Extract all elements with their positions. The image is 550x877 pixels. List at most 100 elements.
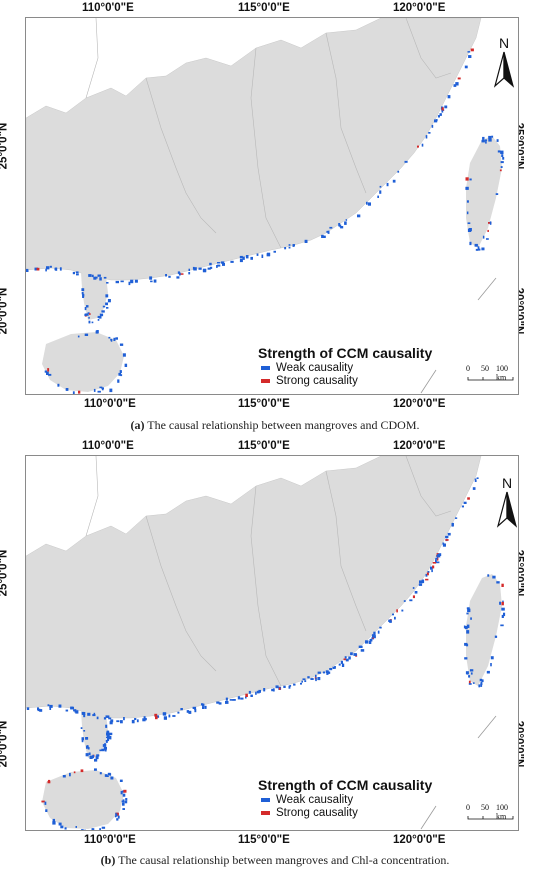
leizhou-peninsula-land xyxy=(81,273,108,320)
map-canvas-a xyxy=(26,18,505,394)
weak-causality-point xyxy=(464,642,468,646)
strong-causality-point xyxy=(245,693,248,697)
caption-text-b: The causal relationship between mangrove… xyxy=(115,853,450,867)
weak-causality-point xyxy=(229,699,234,701)
weak-causality-point xyxy=(172,715,176,717)
weak-causality-point xyxy=(91,321,94,324)
weak-causality-point xyxy=(115,280,119,284)
scale-label-100: 100 km xyxy=(496,364,508,382)
legend-label-strong: Strong causality xyxy=(276,375,358,387)
weak-causality-point xyxy=(176,276,180,279)
weak-causality-point xyxy=(465,644,469,647)
north-label: N xyxy=(501,475,513,491)
sea-guide-line xyxy=(477,277,497,301)
weak-causality-point xyxy=(163,716,167,720)
weak-causality-point xyxy=(109,721,113,725)
weak-causality-point xyxy=(467,228,472,232)
weak-causality-point xyxy=(60,825,64,829)
weak-causality-point xyxy=(75,271,79,273)
scale-label-50: 50 xyxy=(481,364,489,373)
weak-causality-point xyxy=(69,772,71,777)
weak-causality-point xyxy=(118,372,121,376)
legend-item-strong: Strong causality xyxy=(258,807,432,819)
left-latitude-label-20: 20°0'0"N xyxy=(0,720,10,768)
weak-causality-point xyxy=(216,701,220,704)
weak-causality-point xyxy=(81,829,84,830)
weak-causality-point xyxy=(110,338,113,341)
weak-causality-point xyxy=(225,697,228,701)
legend-label-strong: Strong causality xyxy=(276,807,358,819)
legend-item-weak: Weak causality xyxy=(258,794,432,806)
weak-causality-point xyxy=(358,645,362,648)
weak-causality-point xyxy=(83,730,86,732)
bottom-longitude-label-115: 115°0'0"E xyxy=(238,834,290,846)
weak-causality-point xyxy=(93,712,96,715)
weak-causality-point xyxy=(83,714,86,718)
weak-causality-point xyxy=(392,179,396,183)
weak-causality-point xyxy=(239,255,243,259)
weak-causality-point xyxy=(288,246,291,249)
weak-causality-point xyxy=(390,619,392,623)
strong-causality-point xyxy=(154,713,158,717)
weak-causality-point xyxy=(468,675,471,678)
north-arrow: N xyxy=(494,475,518,530)
weak-causality-point xyxy=(120,720,123,724)
taiwan-island-land xyxy=(466,136,502,248)
weak-causality-point xyxy=(44,370,47,373)
weak-causality-point xyxy=(109,773,112,776)
weak-causality-point xyxy=(481,247,485,251)
weak-causality-point xyxy=(472,487,476,490)
strong-causality-point xyxy=(457,77,461,80)
caption-text-a: The causal relationship between mangrove… xyxy=(144,418,420,432)
weak-causality-point xyxy=(447,532,451,536)
weak-causality-point xyxy=(321,234,324,238)
weak-causality-point xyxy=(392,613,394,616)
weak-causality-point xyxy=(45,268,47,272)
weak-causality-point xyxy=(475,248,479,251)
weak-causality-point xyxy=(48,373,52,376)
weak-causality-point xyxy=(466,211,469,215)
weak-causality-point xyxy=(435,559,437,563)
scale-label-0: 0 xyxy=(466,803,470,812)
weak-causality-point xyxy=(481,679,484,683)
weak-causality-point xyxy=(108,336,111,339)
province-borders xyxy=(85,18,452,249)
north-label: N xyxy=(498,35,510,51)
weak-causality-point xyxy=(120,790,123,795)
weak-causality-point xyxy=(275,685,279,689)
weak-causality-point xyxy=(284,247,287,250)
weak-causality-point xyxy=(103,746,106,751)
strong-causality-point xyxy=(36,267,40,271)
sea-guide-line xyxy=(420,805,437,830)
weak-causality-point xyxy=(46,266,50,270)
legend-label-weak: Weak causality xyxy=(276,794,354,806)
weak-causality-point xyxy=(317,671,321,674)
weak-causality-point xyxy=(245,255,249,259)
weak-causality-point xyxy=(26,268,29,271)
weak-causality-point xyxy=(130,279,134,284)
weak-causality-point xyxy=(207,267,211,270)
weak-causality-point xyxy=(501,614,504,618)
weak-causality-point xyxy=(217,264,221,267)
taiwan-island-land xyxy=(466,574,502,686)
weak-causality-point xyxy=(322,671,326,674)
weak-causality-point xyxy=(501,154,504,157)
weak-causality-point xyxy=(300,682,302,685)
weak-causality-point xyxy=(437,554,441,558)
weak-causality-point xyxy=(487,574,490,577)
strong-causality-point xyxy=(441,107,444,111)
weak-causality-point xyxy=(307,676,310,679)
weak-causality-point xyxy=(464,65,468,69)
weak-causality-point xyxy=(455,82,459,86)
weak-causality-point xyxy=(108,732,113,736)
weak-causality-point xyxy=(476,477,479,479)
weak-causality-point xyxy=(469,669,474,672)
weak-causality-point xyxy=(87,312,90,314)
weak-causality-point xyxy=(88,274,92,277)
legend-title: Strength of CCM causality xyxy=(258,345,433,361)
weak-causality-point xyxy=(156,715,160,718)
weak-causality-point xyxy=(304,680,307,682)
weak-causality-point xyxy=(105,724,108,728)
weak-causality-point xyxy=(442,543,446,547)
left-latitude-label-25: 25°0'0"N xyxy=(0,122,10,170)
